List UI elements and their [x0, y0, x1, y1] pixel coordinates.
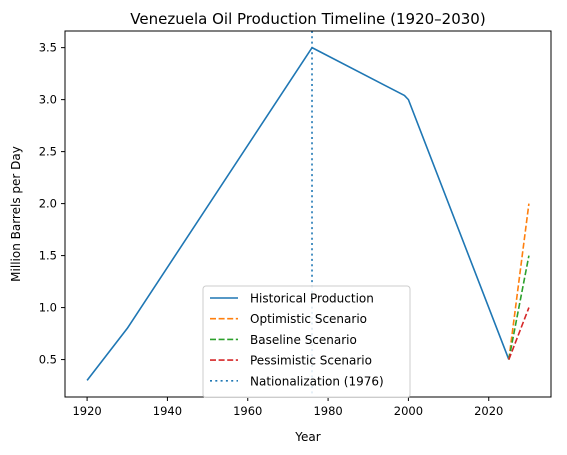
- y-tick-label: 2.5: [39, 145, 57, 159]
- x-tick-label: 1920: [72, 404, 101, 418]
- legend-label-optimistic-scenario: Optimistic Scenario: [250, 312, 367, 326]
- series-line-baseline-scenario: [508, 255, 530, 360]
- x-tick-label: 1960: [233, 404, 262, 418]
- y-axis-label: Million Barrels per Day: [9, 146, 23, 282]
- series-line-pessimistic-scenario: [508, 307, 530, 360]
- plot-area: [86, 31, 530, 397]
- legend-label-nationalization-1976: Nationalization (1976): [250, 374, 384, 388]
- y-tick-label: 3.0: [39, 93, 57, 107]
- x-axis-label: Year: [294, 430, 320, 444]
- x-tick-label: 1980: [313, 404, 342, 418]
- chart-title: Venezuela Oil Production Timeline (1920–…: [130, 10, 485, 28]
- legend: Historical Production Optimistic Scenario…: [202, 285, 411, 398]
- axes: 1920 1940 1960 1980 2000 2020 0.5 1.0 1.5 2.0 2.5 3…: [39, 41, 504, 418]
- y-tick-label: 3.5: [39, 41, 57, 55]
- y-tick-label: 2.0: [39, 197, 57, 211]
- y-tick-label: 1.0: [39, 301, 57, 315]
- x-tick-label: 1940: [153, 404, 182, 418]
- x-tick-label: 2000: [394, 404, 423, 418]
- series-line-optimistic-scenario: [508, 203, 530, 360]
- legend-box: [202, 285, 411, 398]
- legend-label-baseline-scenario: Baseline Scenario: [250, 333, 357, 347]
- legend-label-pessimistic-scenario: Pessimistic Scenario: [250, 354, 372, 368]
- y-tick-label: 0.5: [39, 353, 57, 367]
- y-tick-label: 1.5: [39, 249, 57, 263]
- legend-label-historical-production: Historical Production: [250, 292, 374, 306]
- series-line-historical-production: [86, 46, 510, 381]
- x-tick-label: 2020: [474, 404, 503, 418]
